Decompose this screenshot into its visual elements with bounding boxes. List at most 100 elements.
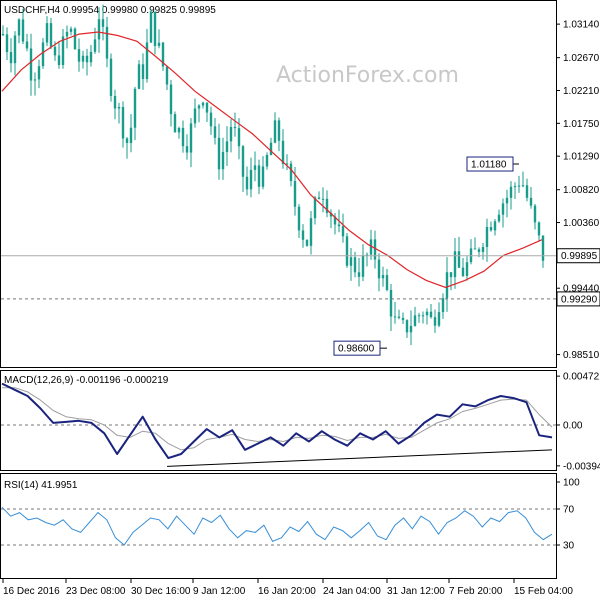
candle-body — [137, 64, 141, 89]
candle-body — [517, 185, 521, 187]
candle-body — [17, 19, 21, 36]
candle-body — [417, 315, 421, 317]
candle-body — [505, 197, 509, 204]
time-tick-label: 16 Dec 2016 — [3, 586, 60, 597]
candle-body — [149, 11, 153, 43]
candle-body — [345, 236, 349, 266]
candle-body — [237, 128, 241, 147]
candle-body — [161, 42, 165, 67]
candle-body — [301, 230, 305, 240]
support-price-box — [556, 291, 600, 307]
candle-body — [377, 259, 381, 279]
candle-body — [537, 222, 541, 236]
candle-body — [81, 55, 85, 62]
candle-body — [405, 320, 409, 333]
watermark: ActionForex.com — [276, 63, 459, 88]
candle-body — [277, 120, 281, 141]
candle-body — [205, 102, 209, 113]
candle-body — [529, 197, 533, 206]
price-chart-title: USDCHF,H4 0.99954 0.99980 0.99825 0.9989… — [4, 5, 216, 16]
candle-body — [421, 315, 425, 317]
candle-body — [41, 42, 45, 67]
rsi-line — [1, 506, 553, 546]
candle-body — [13, 35, 17, 64]
candle-body — [285, 163, 289, 165]
candle-body — [25, 41, 29, 49]
candle-body — [61, 36, 65, 66]
candle-body — [281, 140, 285, 164]
candle-body — [413, 315, 417, 326]
candle-body — [173, 114, 177, 133]
candle-body — [361, 255, 365, 277]
candle-body — [357, 272, 361, 277]
candle-body — [493, 221, 497, 231]
candle-body — [185, 146, 189, 153]
candle-body — [253, 165, 257, 170]
candle-body — [133, 88, 137, 128]
candle-body — [241, 146, 245, 177]
candle-body — [333, 216, 337, 225]
candle-body — [101, 19, 105, 27]
candle-body — [293, 180, 297, 207]
candle-body — [189, 123, 193, 153]
candle-body — [21, 19, 25, 42]
candle-body — [89, 51, 93, 63]
current-price-label: 0.99895 — [561, 251, 598, 262]
candle-body — [177, 127, 181, 133]
candle-body — [481, 247, 485, 252]
time-tick-label: 30 Dec 16:00 — [131, 586, 191, 597]
candle-body — [257, 165, 261, 187]
annotation-label: 0.98600 — [338, 344, 375, 355]
candle-body — [329, 212, 333, 217]
candle-body — [389, 289, 393, 317]
candle-body — [245, 176, 249, 190]
price-tick-label: 1.00360 — [563, 218, 600, 229]
macd-trendline — [166, 449, 553, 467]
candle-body — [121, 107, 125, 139]
candle-body — [445, 272, 449, 299]
candle-body — [525, 185, 529, 198]
chart-frames — [0, 0, 557, 579]
candle-body — [117, 107, 121, 109]
candle-body — [69, 28, 73, 32]
candle-body — [129, 127, 133, 144]
time-tick-label: 9 Jan 12:00 — [193, 586, 246, 597]
price-tick-label: 1.01290 — [563, 152, 600, 163]
moving-average-line — [1, 31, 543, 289]
candle-body — [401, 317, 405, 321]
price-axis: 1.03140 1.02670 1.02210 1.01750 1.01290 1.008… — [556, 20, 600, 361]
candle-body — [373, 239, 377, 260]
candle-body — [441, 298, 445, 313]
candle-body — [261, 166, 265, 187]
candle-body — [93, 39, 97, 52]
candle-body — [309, 218, 313, 246]
price-tick-label: 1.00820 — [563, 185, 600, 196]
rsi-group: 100 70 30 — [1, 478, 580, 552]
candle-body — [385, 275, 389, 290]
candle-body — [365, 254, 369, 256]
time-tick-label: 16 Jan 20:00 — [258, 586, 316, 597]
candle-body — [489, 227, 493, 231]
current-price-box — [556, 248, 600, 264]
price-annotations: 1.01180 0.98600 — [333, 156, 519, 356]
candle-body — [473, 248, 477, 250]
candle-body — [105, 26, 109, 59]
candle-body — [341, 226, 345, 237]
candle-body — [409, 325, 413, 333]
macd-line — [1, 382, 553, 460]
candle-body — [269, 142, 273, 155]
candle-body — [197, 105, 201, 109]
candle-body — [221, 152, 225, 170]
moving-average-group — [1, 31, 543, 289]
candle-body — [209, 112, 213, 127]
rsi-tick-label: 70 — [563, 505, 575, 516]
candle-body — [193, 108, 197, 124]
rsi-tick-label: 30 — [563, 541, 575, 552]
time-tick-label: 23 Dec 08:00 — [66, 586, 126, 597]
macd-group: 0.004721 0.00 -0.003949 — [1, 372, 600, 472]
candle-body — [349, 257, 353, 266]
price-candles — [1, 4, 545, 346]
candle-body — [381, 275, 385, 279]
candle-body — [157, 42, 161, 46]
candle-body — [273, 120, 277, 143]
